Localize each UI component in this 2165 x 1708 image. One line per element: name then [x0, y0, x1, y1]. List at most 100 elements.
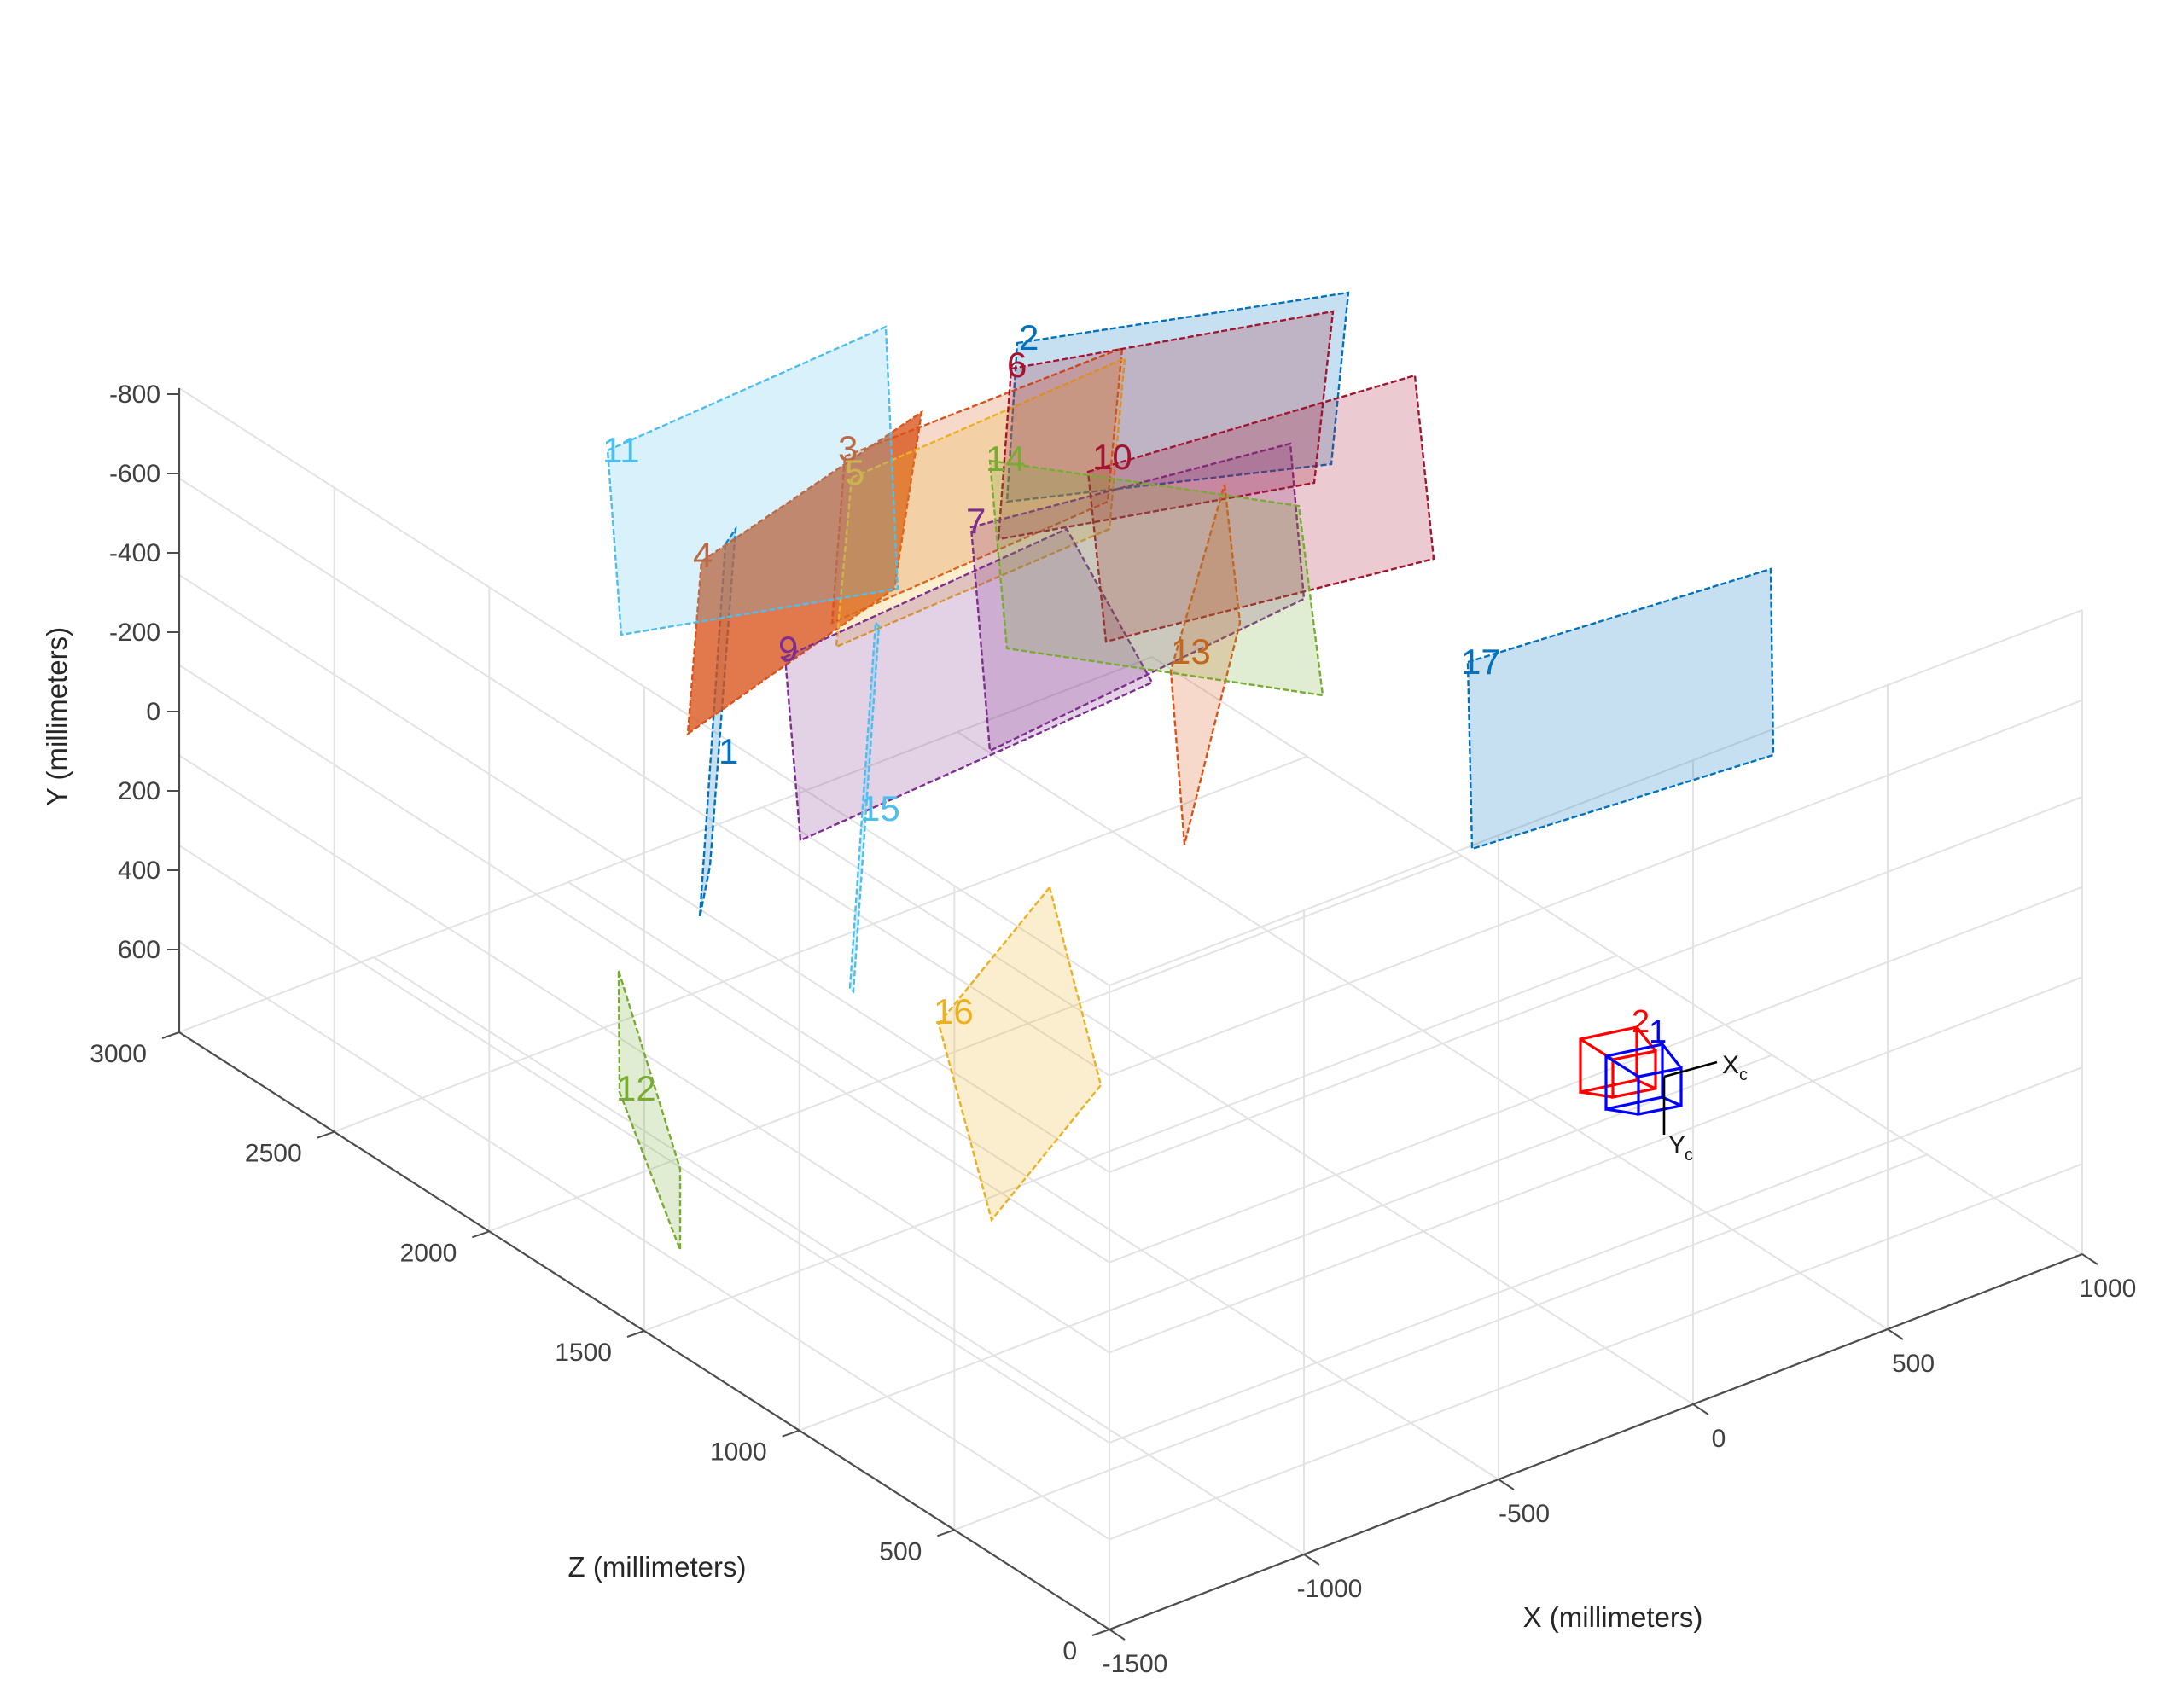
camera-x-axis — [1663, 1060, 1718, 1078]
y-tick-label: 0 — [146, 698, 160, 726]
z-tick-mark — [1091, 1629, 1110, 1636]
x-axis-title: X (millimeters) — [1523, 1601, 1703, 1633]
pattern-label: 5 — [845, 452, 864, 492]
pattern-plane — [937, 885, 1103, 1223]
z-tick-mark — [937, 1529, 955, 1537]
wall-grid-line — [1109, 1163, 2083, 1541]
pattern-label: 15 — [860, 788, 900, 828]
wall-grid-line — [178, 845, 1110, 1444]
pattern-label: 11 — [602, 430, 640, 470]
floor-grid-line — [1151, 656, 2083, 1255]
pattern-label: 1 — [719, 731, 738, 771]
camera-x-axis-label: X — [1722, 1051, 1739, 1079]
x-tick-mark — [1887, 1328, 1904, 1340]
pattern-plane — [1086, 374, 1435, 643]
pattern-plane — [1169, 484, 1242, 845]
z-tick-label: 2000 — [400, 1239, 457, 1267]
camera-edge — [1661, 1043, 1683, 1069]
floor-grid-line — [178, 656, 1153, 1033]
z-tick-mark — [317, 1130, 335, 1139]
floor-grid-line — [799, 1054, 1773, 1432]
x-tick-label: 1000 — [2080, 1275, 2137, 1303]
pattern-7: 7 — [966, 442, 1306, 752]
x-tick-label: 500 — [1892, 1350, 1935, 1378]
camera-edge — [1636, 1078, 1656, 1090]
camera-body — [1579, 1025, 1638, 1094]
pattern-label: 4 — [693, 535, 713, 575]
y-tick-label: -800 — [109, 381, 160, 409]
axis-titles-layer: Y (millimeters) Z (millimeters) X (millime… — [41, 627, 1702, 1633]
pattern-11: 11 — [602, 325, 899, 636]
floor-grid-line — [643, 955, 1618, 1332]
floor-grid-line — [334, 755, 1308, 1133]
x-tick-label: 0 — [1712, 1425, 1726, 1453]
x-tick-label: -1500 — [1103, 1650, 1168, 1678]
camera-label: 2 — [1632, 1004, 1650, 1040]
floor-grid-line — [762, 806, 1694, 1405]
floor-grid-line — [953, 1153, 1928, 1531]
x-tick-mark — [1692, 1403, 1709, 1415]
floor-grid-line — [373, 956, 1305, 1555]
y-tick-label: 400 — [118, 857, 160, 885]
pattern-plane — [606, 325, 899, 636]
wall-grid-line — [1109, 796, 2083, 1173]
pattern-6: 6 — [997, 310, 1335, 541]
wall-grid-line — [178, 664, 1110, 1264]
camera-edge — [1605, 1054, 1639, 1078]
pattern-10: 10 — [1086, 374, 1435, 643]
pattern-plane — [830, 346, 1124, 625]
x-tick-mark — [1498, 1479, 1515, 1490]
pattern-label: 17 — [1461, 642, 1501, 682]
pattern-plane — [1005, 291, 1350, 503]
y-tick-label: -200 — [109, 619, 160, 647]
y-tick-label: -400 — [109, 539, 160, 567]
z-tick-label: 2500 — [245, 1140, 302, 1168]
pattern-label: 6 — [1007, 345, 1027, 385]
pattern-5: 5 — [835, 357, 1126, 648]
ticks-layer: -800-600-400-200020040060005001000150020… — [90, 381, 2136, 1678]
camera-2: 2 — [1579, 1004, 1657, 1099]
wall-grid-line — [1109, 699, 2083, 1077]
pattern-12: 12 — [616, 970, 682, 1251]
x-tick-label: -500 — [1499, 1500, 1550, 1528]
wall-grid-line — [178, 574, 1110, 1173]
pattern-14: 14 — [986, 439, 1324, 697]
pattern-15: 15 — [848, 620, 900, 994]
camera-edge — [1580, 1090, 1614, 1099]
pattern-plane — [617, 970, 682, 1251]
camera-x-axis-subscript: c — [1739, 1066, 1748, 1084]
y-axis-title: Y (millimeters) — [41, 627, 73, 806]
z-tick-mark — [626, 1330, 645, 1338]
y-tick-label: 600 — [118, 936, 160, 964]
x-axis-line — [1109, 1252, 2083, 1631]
camera-edge — [1605, 1107, 1639, 1116]
z-tick-mark — [472, 1230, 490, 1239]
pattern-plane — [997, 310, 1335, 541]
z-tick-label: 3000 — [90, 1040, 147, 1068]
pattern-label: 12 — [616, 1068, 656, 1108]
camera-y-axis-label: Y — [1668, 1131, 1685, 1159]
z-tick-label: 500 — [879, 1537, 922, 1566]
floor-grid-line — [957, 731, 1889, 1330]
z-tick-mark — [782, 1429, 800, 1438]
z-tick-label: 1000 — [710, 1438, 767, 1467]
x-tick-mark — [1303, 1554, 1320, 1566]
z-axis-title: Z (millimeters) — [568, 1551, 747, 1583]
pattern-plane — [988, 459, 1324, 697]
pattern-16: 16 — [934, 885, 1103, 1223]
pattern-label: 2 — [1019, 317, 1039, 357]
wall-grid-line — [1109, 976, 2083, 1354]
camera-1: 1 — [1604, 1014, 1683, 1116]
pattern-plane — [1466, 567, 1775, 851]
camera-label: 1 — [1649, 1014, 1667, 1050]
pattern-plane — [848, 620, 881, 994]
z-tick-label: 0 — [1062, 1637, 1077, 1665]
x-tick-mark — [2081, 1253, 2098, 1265]
y-tick-label: 200 — [118, 777, 160, 805]
pattern-9: 9 — [778, 527, 1154, 842]
camera-y-axis-subscript: c — [1685, 1146, 1693, 1165]
pattern-label: 10 — [1092, 437, 1132, 477]
